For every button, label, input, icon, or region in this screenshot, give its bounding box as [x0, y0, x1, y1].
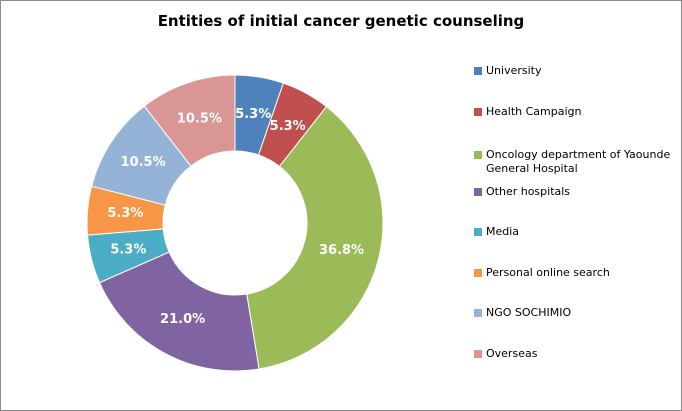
legend-swatch [474, 350, 482, 358]
legend-label: NGO SOCHIMIO [486, 306, 572, 319]
legend-label: Overseas [486, 347, 538, 360]
data-label-other-hospitals: 21.0% [160, 312, 205, 327]
data-label-oncology-department-of-yaounde-general-hospital: 36.8% [319, 243, 364, 258]
legend-label: Personal online search [486, 266, 610, 279]
legend-swatch [474, 269, 482, 277]
data-label-university: 5.3% [235, 107, 271, 122]
data-label-ngo-sochimio: 10.5% [121, 155, 166, 170]
slice-overseas [143, 74, 236, 167]
legend-label: Health Campaign [486, 105, 582, 118]
chart-title: Entities of initial cancer genetic couns… [157, 12, 525, 30]
legend-swatch [474, 67, 482, 75]
data-label-health-campaign: 5.3% [270, 119, 306, 134]
data-label-overseas: 10.5% [177, 111, 222, 126]
legend-label: Other hospitals [486, 185, 571, 198]
data-label-media: 5.3% [110, 243, 146, 258]
legend-label: Oncology department of Yaounde General H… [486, 148, 671, 175]
legend-swatch [474, 228, 482, 236]
slice-other-hospitals [98, 251, 260, 372]
legend-swatch [474, 151, 482, 159]
legend-label: University [486, 64, 542, 77]
legend-swatch [474, 188, 482, 196]
legend-label: Media [486, 225, 520, 238]
legend-swatch [474, 309, 482, 317]
slice-oncology-department-of-yaounde-general-hospital [246, 105, 384, 370]
legend-swatch [474, 108, 482, 116]
data-label-personal-online-search: 5.3% [107, 206, 143, 221]
